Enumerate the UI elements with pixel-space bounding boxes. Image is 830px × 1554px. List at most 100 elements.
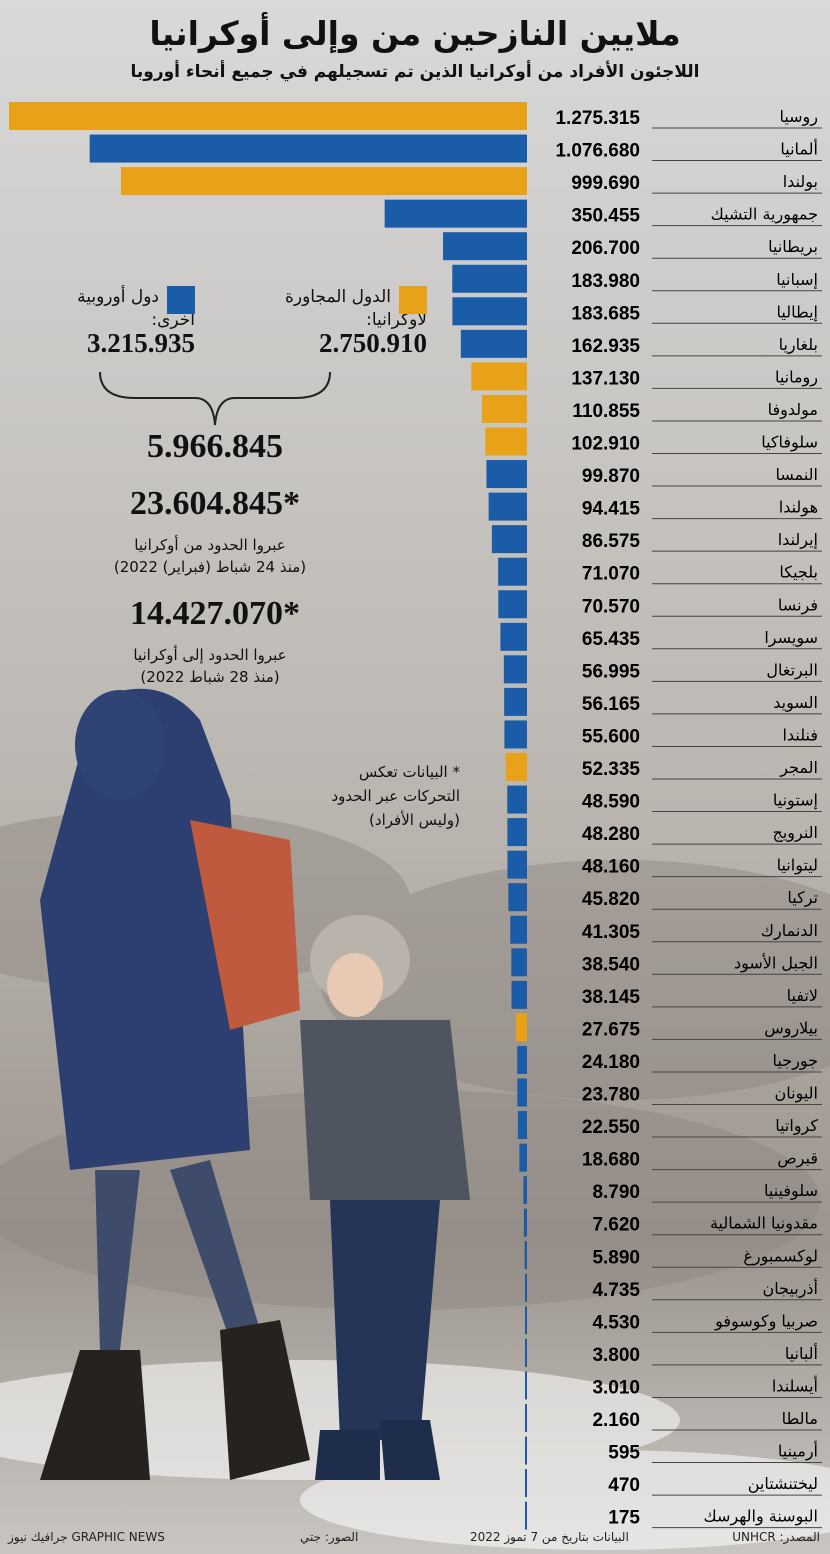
country-label: ليتوانيا [777, 856, 818, 876]
value-label: 27.675 [582, 1019, 641, 1040]
bar [485, 427, 527, 456]
child-figure [300, 915, 470, 1480]
footnote-line-3: (وليس الأفراد) [369, 811, 460, 829]
legend-label-other-1: دول أوروبية [77, 287, 159, 307]
legend-label-neighbouring-1: الدول المجاورة [284, 287, 391, 307]
country-label: ليختنشتاين [748, 1474, 818, 1494]
value-label: 94.415 [582, 499, 641, 520]
bar [517, 1078, 527, 1107]
bar [515, 1013, 527, 1042]
country-label: بلغاريا [779, 335, 818, 355]
value-label: 183.685 [571, 303, 640, 324]
value-label: 56.165 [582, 694, 641, 715]
country-label: أذربيجان [762, 1278, 818, 1299]
value-label: 24.180 [582, 1052, 640, 1073]
country-label: جورجيا [773, 1051, 818, 1071]
bar [498, 590, 527, 619]
value-label: 3.800 [592, 1345, 640, 1366]
country-label: الدنمارك [761, 921, 818, 941]
country-label: إسبانيا [776, 270, 818, 289]
value-label: 183.980 [571, 271, 640, 292]
value-label: 1.275.315 [555, 108, 640, 129]
country-label: إستونيا [773, 791, 818, 811]
bar [443, 232, 527, 261]
country-label: روسيا [779, 107, 818, 127]
value-label: 175 [608, 1508, 640, 1529]
country-label: البوسنة والهرسك [704, 1507, 818, 1527]
country-label: النمسا [775, 465, 818, 484]
bar [491, 525, 527, 554]
woman-figure [40, 688, 310, 1480]
country-label: قبرص [777, 1149, 818, 1169]
bar [9, 102, 527, 130]
country-label: بيلاروس [764, 1018, 818, 1038]
country-label: بولندا [783, 172, 818, 192]
grand-total: 5.966.845 [147, 428, 283, 465]
bar [511, 948, 527, 977]
bar [525, 1404, 527, 1432]
country-label: السويد [773, 693, 818, 713]
country-label: بلجيكا [779, 563, 818, 582]
crossed-out-caption-2: (منذ 24 شباط (فبراير) 2022) [113, 558, 307, 576]
crossed-in-value: 14.427.070* [130, 595, 300, 632]
value-label: 70.570 [582, 596, 640, 617]
bar [523, 1176, 527, 1205]
bar [89, 134, 527, 163]
value-label: 45.820 [582, 889, 640, 910]
country-label: المجر [779, 758, 818, 778]
bar [508, 883, 527, 912]
value-label: 110.855 [572, 401, 640, 422]
bar [452, 297, 527, 326]
legend-other: دول أوروبية أخرى: 3.215.935 [40, 286, 195, 358]
crossed-in-caption-2: (منذ 28 شباط 2022) [140, 668, 280, 686]
value-label: 162.935 [571, 336, 640, 357]
bar [517, 1045, 527, 1074]
country-label: أيسلندا [772, 1375, 818, 1395]
value-label: 55.600 [582, 726, 640, 747]
value-label: 56.995 [582, 661, 641, 682]
bar [510, 915, 527, 944]
value-label: 48.160 [582, 857, 640, 878]
value-label: 48.280 [582, 824, 640, 845]
bar [481, 394, 527, 423]
value-label: 206.700 [571, 238, 640, 259]
bar [504, 720, 527, 749]
legend-swatch-other [167, 286, 195, 314]
value-label: 1.076.680 [555, 141, 640, 162]
legend-total-other: 3.215.935 [87, 328, 195, 358]
legend-label-neighbouring-2: لأوكرانيا: [366, 310, 427, 330]
bar [452, 264, 527, 293]
value-label: 22.550 [582, 1117, 640, 1138]
country-label: البرتغال [766, 660, 818, 680]
page-subtitle: اللاجئون الأفراد من أوكرانيا الذين تم تس… [130, 62, 700, 82]
value-label: 137.130 [571, 368, 640, 389]
country-label: تركيا [787, 888, 818, 908]
country-label: ألبانيا [785, 1343, 818, 1363]
bar [517, 1111, 527, 1140]
country-label: رومانيا [775, 367, 818, 387]
bar [120, 167, 527, 196]
legend-label-other-2: أخرى: [151, 310, 195, 330]
bar [488, 492, 527, 521]
value-label: 23.780 [582, 1085, 640, 1106]
country-label: هولندا [779, 498, 818, 518]
bar [500, 622, 527, 651]
page-title: ملايين النازحين من وإلى أوكرانيا [149, 14, 681, 53]
bar [505, 753, 527, 781]
value-label: 999.690 [571, 173, 640, 194]
country-label: لوكسمبورغ [743, 1246, 818, 1266]
value-label: 4.530 [592, 1312, 640, 1333]
bar [525, 1436, 527, 1465]
value-label: 3.010 [592, 1377, 640, 1398]
country-label: جمهورية التشيك [711, 205, 818, 225]
bar [523, 1208, 527, 1237]
country-label: ألمانيا [780, 139, 818, 159]
country-label: اليونان [775, 1084, 819, 1104]
footer-source: المصدر: UNHCR [732, 1530, 820, 1544]
legend-total-neighbouring: 2.750.910 [319, 328, 427, 358]
value-label: 38.145 [582, 987, 641, 1008]
country-label: مولدوفا [768, 400, 818, 420]
country-label: سلوفينيا [764, 1181, 818, 1201]
